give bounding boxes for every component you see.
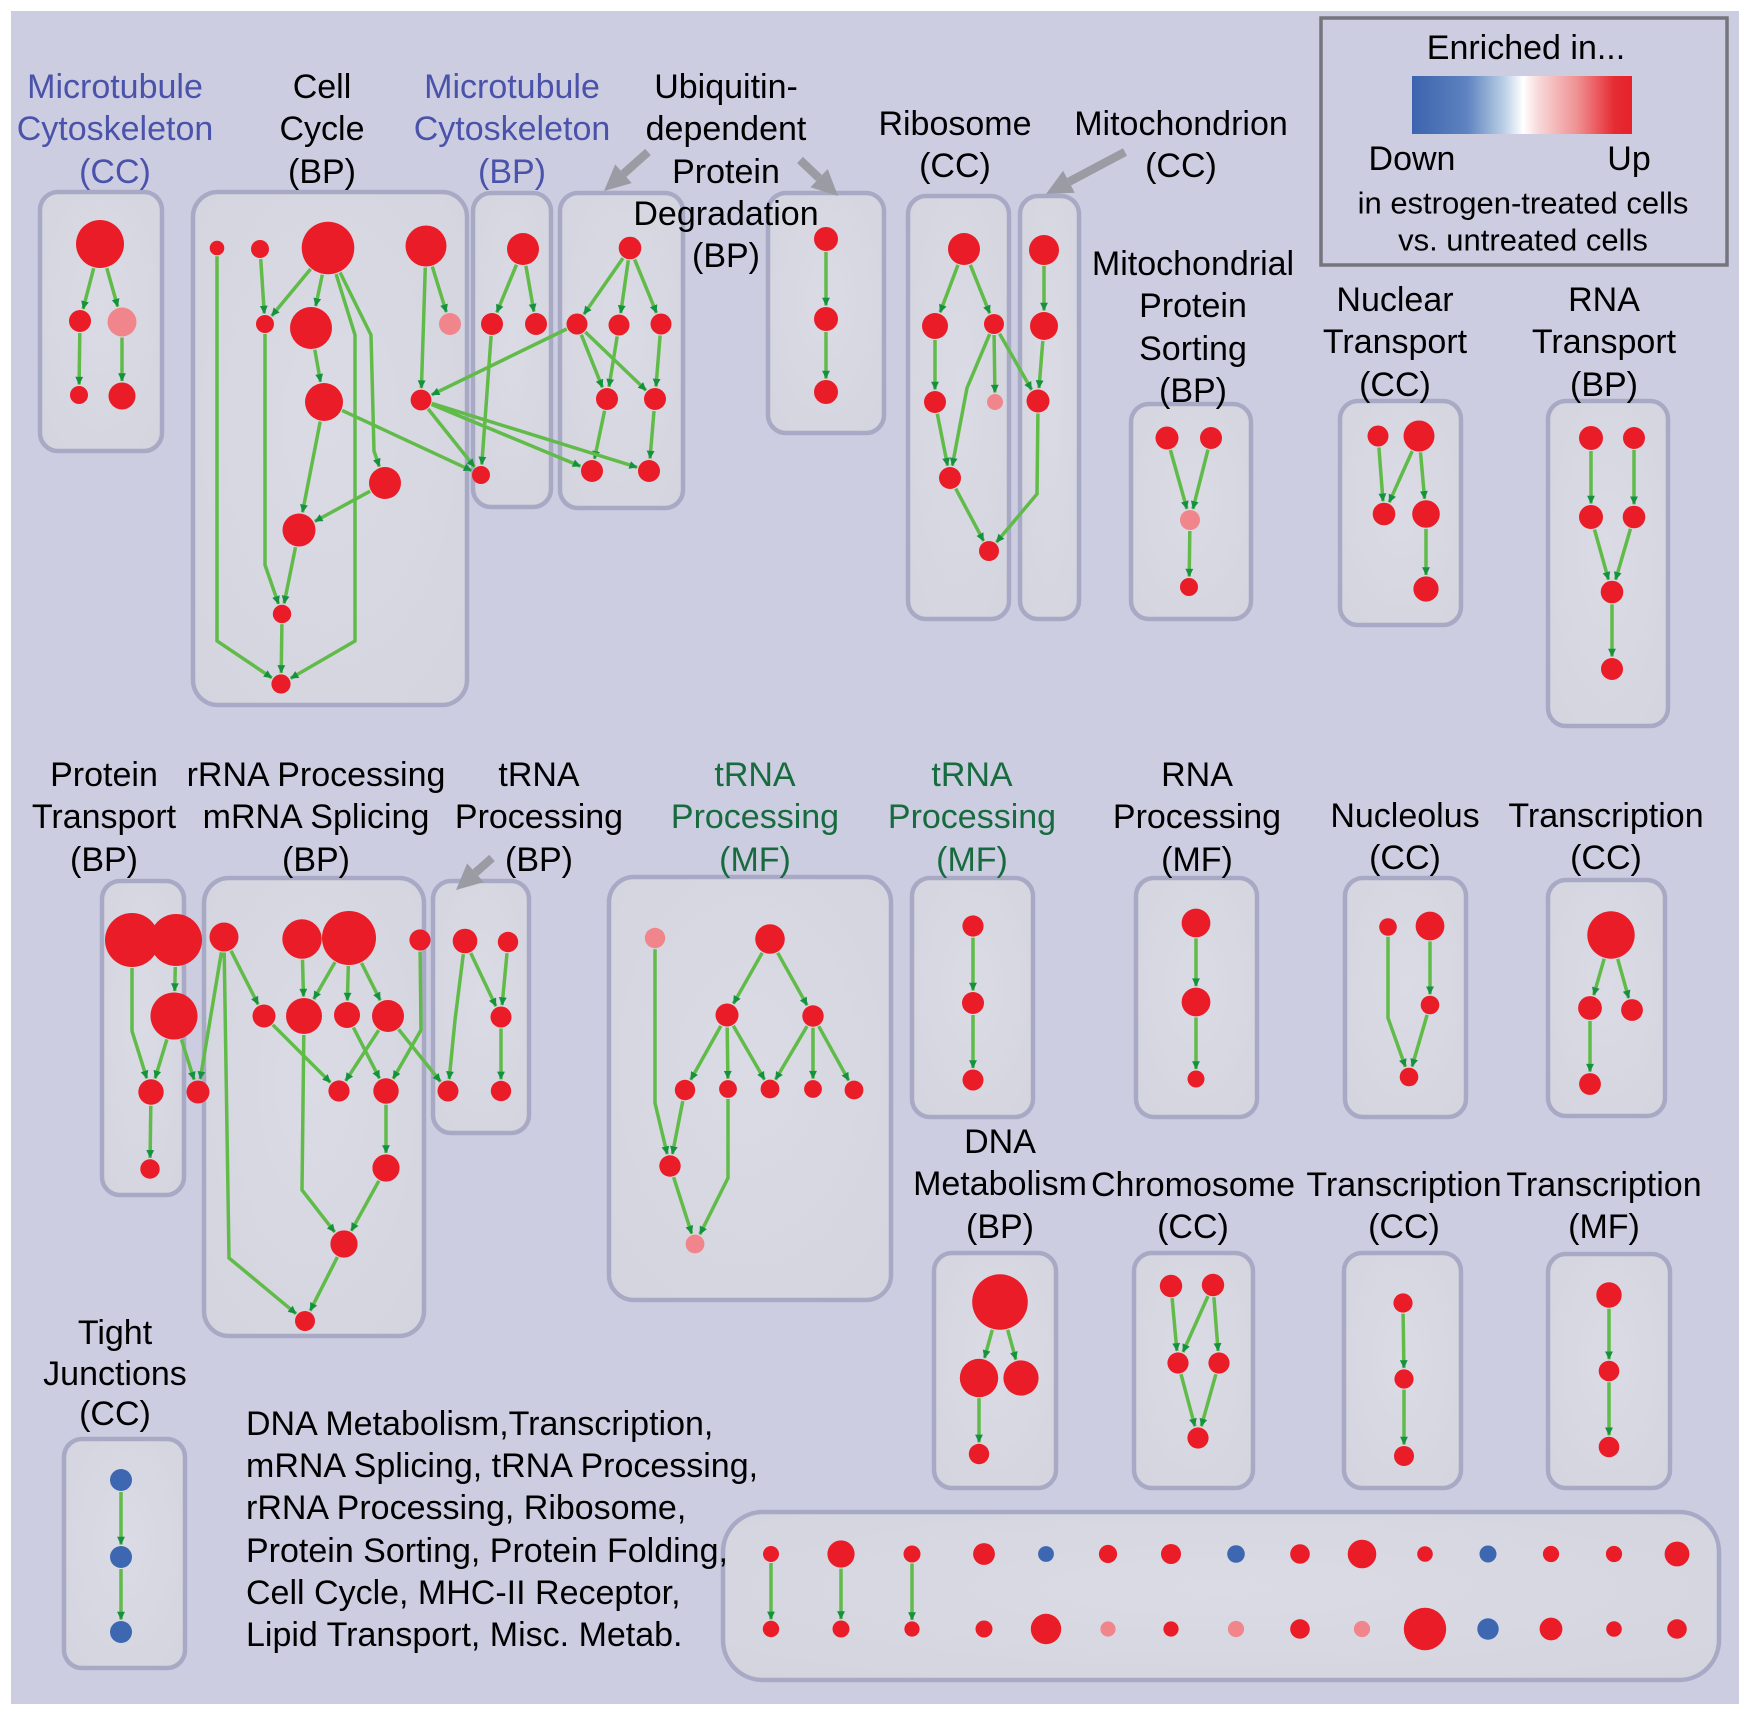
svg-text:(BP): (BP) (1159, 372, 1227, 410)
svg-text:rRNA Processing, Ribosome,: rRNA Processing, Ribosome, (246, 1489, 686, 1527)
svg-text:(CC): (CC) (919, 147, 991, 185)
svg-text:(BP): (BP) (505, 841, 573, 879)
svg-text:Cytoskeleton: Cytoskeleton (17, 110, 214, 148)
svg-text:Protein: Protein (50, 756, 158, 794)
svg-text:(MF): (MF) (719, 841, 791, 879)
svg-text:(MF): (MF) (1568, 1208, 1640, 1246)
svg-text:Microtubule: Microtubule (27, 68, 203, 106)
svg-text:Up: Up (1607, 140, 1650, 178)
svg-text:Enriched in...: Enriched in... (1427, 29, 1625, 67)
svg-text:(MF): (MF) (936, 841, 1008, 879)
svg-text:Protein: Protein (672, 153, 780, 191)
svg-text:Protein: Protein (1139, 287, 1247, 325)
svg-text:mRNA Splicing, tRNA Processing: mRNA Splicing, tRNA Processing, (246, 1447, 758, 1485)
svg-text:Cytoskeleton: Cytoskeleton (414, 110, 611, 148)
svg-text:Down: Down (1369, 140, 1456, 178)
svg-text:Cycle: Cycle (279, 110, 364, 148)
svg-text:Degradation: Degradation (633, 195, 818, 233)
svg-text:Transcription: Transcription (1306, 1166, 1501, 1204)
svg-text:vs. untreated cells: vs. untreated cells (1398, 223, 1648, 258)
svg-text:in estrogen-treated cells: in estrogen-treated cells (1358, 186, 1689, 221)
svg-text:DNA Metabolism,Transcription,: DNA Metabolism,Transcription, (246, 1405, 713, 1443)
svg-text:DNA: DNA (964, 1123, 1036, 1161)
svg-text:mRNA Splicing: mRNA Splicing (203, 798, 430, 836)
svg-text:Transcription: Transcription (1508, 797, 1703, 835)
svg-text:Mitochondrial: Mitochondrial (1092, 245, 1294, 283)
svg-text:Cell Cycle, MHC-II Receptor,: Cell Cycle, MHC-II Receptor, (246, 1574, 681, 1612)
svg-text:(BP): (BP) (478, 153, 546, 191)
svg-text:RNA: RNA (1568, 281, 1640, 319)
svg-text:rRNA Processing: rRNA Processing (187, 756, 446, 794)
svg-text:tRNA: tRNA (931, 756, 1013, 794)
svg-text:Junctions: Junctions (43, 1355, 187, 1393)
svg-text:Chromosome: Chromosome (1091, 1166, 1295, 1204)
svg-text:Nucleolus: Nucleolus (1330, 797, 1479, 835)
svg-text:RNA: RNA (1161, 756, 1233, 794)
svg-text:Sorting: Sorting (1139, 330, 1247, 368)
svg-text:Processing: Processing (1113, 798, 1281, 836)
svg-text:Metabolism: Metabolism (913, 1165, 1087, 1203)
svg-text:Processing: Processing (888, 798, 1056, 836)
svg-text:Processing: Processing (671, 798, 839, 836)
svg-text:(CC): (CC) (1368, 1208, 1440, 1246)
svg-text:Processing: Processing (455, 798, 623, 836)
svg-text:tRNA: tRNA (714, 756, 796, 794)
svg-text:(CC): (CC) (1570, 839, 1642, 877)
svg-text:(CC): (CC) (1157, 1208, 1229, 1246)
svg-text:(BP): (BP) (692, 237, 760, 275)
svg-text:Ubiquitin-: Ubiquitin- (654, 68, 798, 106)
svg-text:(CC): (CC) (79, 1395, 151, 1433)
svg-text:(BP): (BP) (288, 153, 356, 191)
svg-text:Nuclear: Nuclear (1336, 281, 1453, 319)
svg-text:(CC): (CC) (1369, 839, 1441, 877)
svg-text:tRNA: tRNA (498, 756, 580, 794)
svg-text:Transport: Transport (1323, 323, 1468, 361)
svg-text:Protein Sorting, Protein Foldi: Protein Sorting, Protein Folding, (246, 1532, 728, 1570)
svg-text:Transport: Transport (1532, 323, 1677, 361)
svg-text:(BP): (BP) (282, 841, 350, 879)
svg-text:(CC): (CC) (79, 153, 151, 191)
svg-text:(MF): (MF) (1161, 841, 1233, 879)
svg-text:(BP): (BP) (966, 1208, 1034, 1246)
svg-text:Transport: Transport (32, 798, 177, 836)
svg-text:Transcription: Transcription (1506, 1166, 1701, 1204)
svg-text:(CC): (CC) (1359, 366, 1431, 404)
svg-text:(BP): (BP) (1570, 366, 1638, 404)
svg-text:Lipid Transport, Misc. Metab.: Lipid Transport, Misc. Metab. (246, 1616, 683, 1654)
svg-text:(CC): (CC) (1145, 147, 1217, 185)
svg-text:Microtubule: Microtubule (424, 68, 600, 106)
svg-text:(BP): (BP) (70, 841, 138, 879)
svg-text:Ribosome: Ribosome (878, 105, 1031, 143)
svg-text:Mitochondrion: Mitochondrion (1074, 105, 1288, 143)
svg-text:dependent: dependent (646, 110, 807, 148)
svg-text:Tight: Tight (78, 1314, 153, 1352)
svg-text:Cell: Cell (293, 68, 352, 106)
